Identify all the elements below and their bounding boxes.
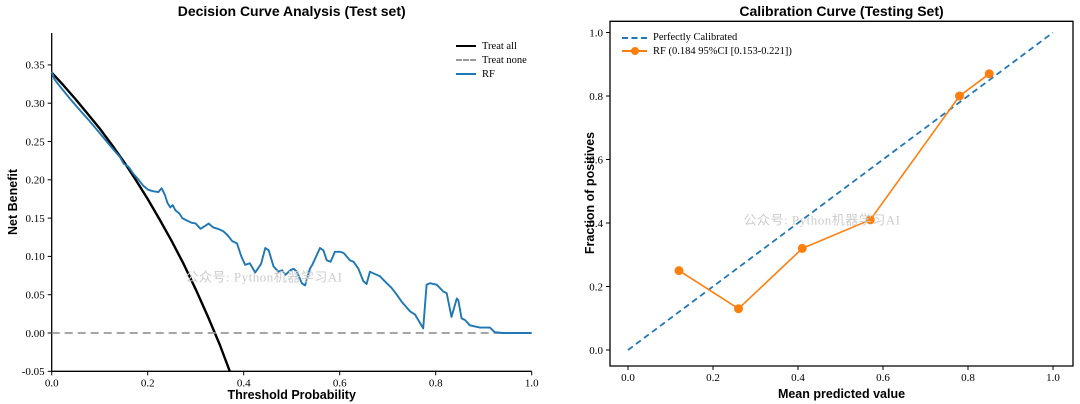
y-tick-label: 0.10 (25, 251, 45, 263)
y-tick-label: 0.2 (589, 281, 603, 293)
calibration-marker (984, 69, 994, 79)
x-tick-label: 0.4 (237, 377, 251, 389)
y-tick-label: 1.0 (589, 27, 603, 39)
y-tick-label: 0.6 (589, 154, 603, 166)
left-yaxis-label: Net Benefit (6, 169, 20, 235)
legend-label-perfectly-calibrated: Perfectly Calibrated (653, 32, 738, 44)
y-tick-label: 0.4 (589, 218, 603, 230)
rf-marker-sample (630, 47, 639, 56)
calibration-series-1-line (678, 73, 990, 310)
dca-plot: 0.0 0.2 0.4 0.6 0.8 1.0 -0.05 0.00 0.05 0.10 0.15 0… (22, 33, 539, 389)
calibration-axes-spines (609, 20, 1074, 367)
x-tick-label: 0.2 (706, 372, 720, 384)
y-tick-label: 0.05 (25, 290, 45, 302)
x-tick-label: 0.8 (429, 377, 443, 389)
calibration-marker (955, 91, 964, 101)
legend-item-rf: RF (456, 67, 527, 81)
x-tick-label: 0.8 (961, 372, 975, 384)
treat-none-line-sample (456, 59, 476, 61)
right-xaxis-label: Mean predicted value (777, 387, 906, 401)
calibration-plot: 0.0 0.2 0.4 0.6 0.8 1.0 0.0 0.2 0.4 0.6 0.8 1.0 (589, 20, 1074, 384)
x-tick-label: 1.0 (1046, 372, 1060, 384)
calibration-marker (797, 243, 807, 253)
legend-item-rf-calibration: RF (0.184 95%CI [0.153-0.221]) (622, 45, 792, 59)
y-tick-label: -0.05 (22, 366, 45, 378)
y-tick-label: 0.30 (25, 98, 45, 110)
rf-line-sample (456, 73, 476, 75)
y-tick-label: 0.20 (25, 175, 45, 187)
x-tick-label: 1.0 (525, 377, 539, 389)
legend-label-rf-calibration: RF (0.184 95%CI [0.153-0.221]) (653, 45, 792, 57)
legend-item-treat-all: Treat all (456, 39, 527, 53)
dca-series-0-line (50, 71, 231, 372)
right-yaxis-label: Fraction of positives (583, 131, 597, 255)
perfectly-calibrated-line-sample (622, 36, 647, 39)
dca-axes-spines (51, 33, 532, 372)
right-legend: Perfectly Calibrated RF (0.184 95%CI [0.… (622, 31, 792, 58)
x-tick-label: 0.6 (333, 377, 347, 389)
dca-series-2-line (50, 71, 532, 334)
y-tick-label: 0.35 (25, 60, 45, 72)
calibration-marker (674, 266, 684, 276)
y-tick-label: 0.15 (25, 213, 45, 225)
calibration-marker (734, 304, 743, 314)
legend-item-perfectly-calibrated: Perfectly Calibrated (622, 31, 792, 45)
rf-calibration-line-sample (622, 47, 647, 56)
x-tick-label: 0.2 (141, 377, 155, 389)
x-tick-label: 0.4 (791, 372, 805, 384)
y-tick-label: 0.8 (589, 91, 603, 103)
left-xaxis-label: Threshold Probability (227, 388, 356, 402)
left-legend: Treat all Treat none RF (456, 39, 527, 81)
x-tick-label: 0.0 (45, 377, 59, 389)
watermark-right: 公众号: Python机器学习AI (743, 212, 901, 228)
y-tick-label: 0.25 (25, 136, 45, 148)
treat-all-line-sample (456, 45, 476, 47)
left-chart-title: Decision Curve Analysis (Test set) (177, 3, 406, 19)
right-chart-title: Calibration Curve (Testing Set) (739, 3, 944, 19)
legend-label-rf: RF (482, 68, 495, 80)
legend-label-treat-all: Treat all (482, 40, 517, 52)
watermark-left: 公众号: Python机器学习AI (185, 269, 343, 285)
legend-item-treat-none: Treat none (456, 53, 527, 67)
calibration-marker (865, 215, 875, 225)
x-tick-label: 0.6 (876, 372, 890, 384)
calibration-series-0-line (627, 31, 1054, 351)
y-tick-label: 0.00 (25, 328, 45, 340)
y-tick-label: 0.0 (589, 345, 603, 357)
x-tick-label: 0.0 (621, 372, 635, 384)
legend-label-treat-none: Treat none (482, 54, 527, 66)
